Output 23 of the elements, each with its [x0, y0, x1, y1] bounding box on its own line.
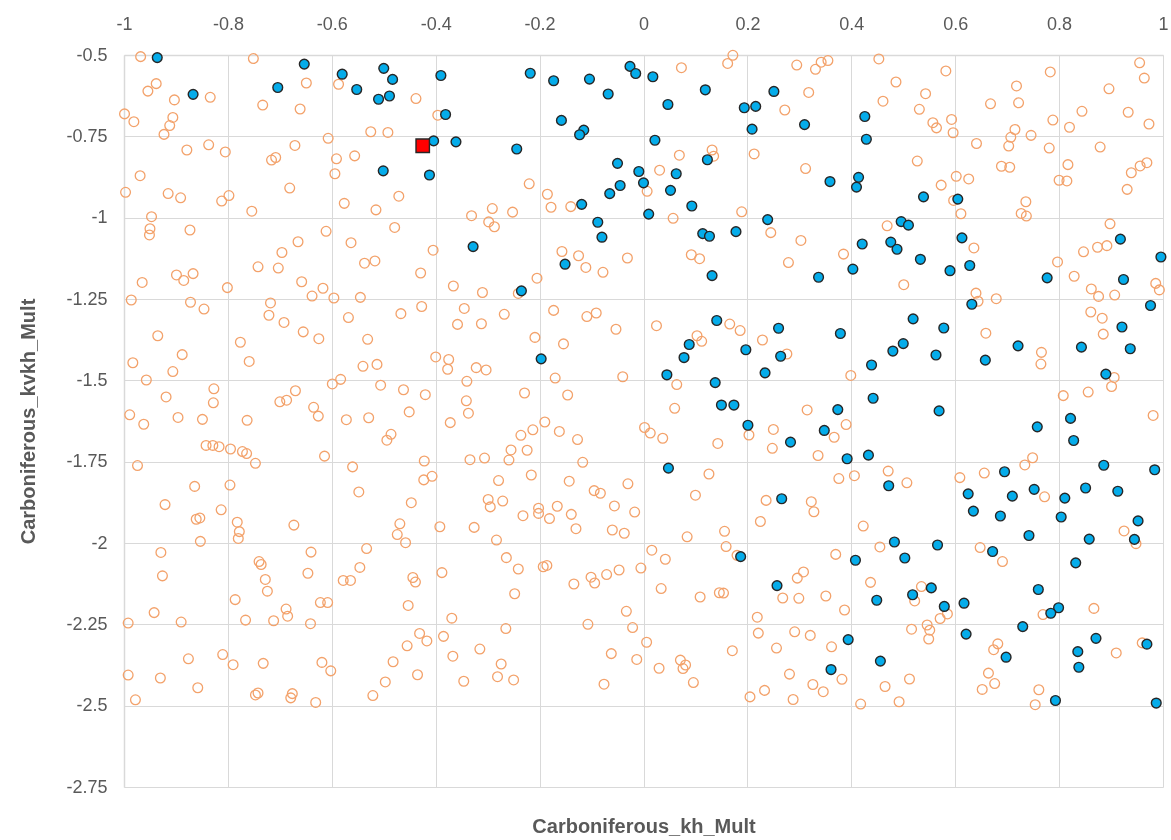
x-tick-label: 0 — [638, 13, 650, 34]
y-tick-label: -1.25 — [66, 288, 108, 309]
x-tick-label: 0.4 — [839, 13, 865, 34]
y-tick-label: -1 — [91, 207, 108, 228]
y-tick-label: -2.25 — [66, 613, 108, 634]
x-tick-label: -0.4 — [420, 13, 452, 34]
y-tick-label: -2.5 — [76, 695, 108, 716]
x-tick-label: -0.8 — [212, 13, 244, 34]
y-tick-label: -2 — [91, 532, 108, 553]
x-tick-label: 0.6 — [943, 13, 969, 34]
y-tick-label: -1.75 — [66, 451, 108, 472]
x-tick-label: 0.8 — [1047, 13, 1073, 34]
y-tick-label: -0.75 — [66, 125, 108, 146]
x-tick-label: 0.2 — [735, 13, 761, 34]
x-tick-label: -0.2 — [524, 13, 556, 34]
y-tick-label: -2.75 — [66, 776, 108, 797]
x-tick-label: 1 — [1158, 13, 1169, 34]
y-tick-label: -0.5 — [76, 44, 108, 65]
y-axis-title: Carboniferous_kvkh_Mult — [16, 298, 39, 545]
y-tick-label: -1.5 — [76, 369, 108, 390]
x-tick-label: -0.6 — [316, 13, 348, 34]
x-axis-title: Carboniferous_kh_Mult — [532, 814, 757, 837]
x-tick-label: -1 — [116, 13, 133, 34]
